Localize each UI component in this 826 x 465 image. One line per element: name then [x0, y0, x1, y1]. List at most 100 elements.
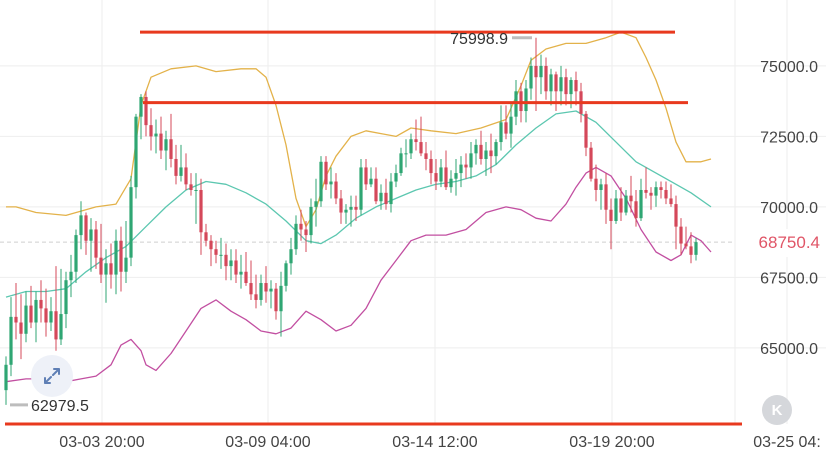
candle-down — [209, 235, 213, 267]
candle-body — [324, 161, 328, 185]
candle-down — [204, 223, 208, 247]
candle-body — [329, 181, 333, 185]
candle-body — [439, 167, 443, 182]
candle-body — [319, 161, 323, 202]
candle-up — [129, 175, 133, 267]
candle-body — [129, 187, 133, 258]
candle-body — [199, 189, 203, 233]
candle-body — [169, 139, 173, 159]
candle-body — [184, 167, 188, 185]
candle-down — [544, 57, 548, 100]
candle-up — [104, 249, 108, 303]
candle-up — [369, 167, 373, 188]
candle-body — [584, 113, 588, 148]
candle-body — [154, 133, 158, 137]
candle-up — [179, 144, 183, 182]
candle-up — [74, 229, 78, 284]
candle-down — [19, 294, 23, 360]
candle-body — [569, 80, 573, 95]
high-price-label: 75998.9 — [450, 31, 508, 48]
candle-body — [99, 257, 103, 275]
candle-up — [614, 189, 618, 224]
candle-body — [259, 283, 263, 300]
candle-up — [59, 268, 63, 346]
candle-body — [474, 144, 478, 154]
candle-body — [494, 142, 498, 157]
candles — [4, 37, 698, 405]
candle-body — [689, 246, 693, 255]
candle-body — [529, 65, 533, 89]
candle-down — [464, 153, 468, 179]
y-tick-label: 75000.0 — [760, 59, 818, 76]
candle-body — [24, 305, 28, 334]
current-price-label: 68750.4 — [736, 229, 826, 257]
drawn-lines — [5, 30, 742, 426]
candle-down — [199, 178, 203, 255]
candle-body — [299, 223, 303, 230]
candle-body — [509, 116, 513, 134]
expand-button[interactable] — [31, 355, 73, 397]
scroll-to-latest-button[interactable]: K — [762, 395, 792, 425]
candle-up — [389, 173, 393, 213]
candle-body — [14, 316, 18, 323]
candle-down — [684, 226, 688, 250]
candle-body — [599, 184, 603, 190]
candle-down — [649, 187, 653, 210]
candle-body — [479, 144, 483, 159]
candle-up — [34, 291, 38, 343]
candle-body — [244, 271, 248, 284]
candle-body — [539, 65, 543, 78]
candle-down — [534, 37, 538, 112]
candle-down — [184, 153, 188, 190]
candle-body — [449, 178, 453, 188]
candle-body — [694, 242, 698, 255]
candle-body — [309, 206, 313, 236]
candle-up — [539, 54, 543, 95]
candle-up — [409, 133, 413, 159]
candle-body — [279, 285, 283, 312]
candle-body — [289, 249, 293, 264]
candle-down — [374, 167, 378, 205]
candle-body — [164, 139, 168, 151]
candle-up — [194, 173, 198, 224]
candle-body — [684, 243, 688, 247]
candle-body — [44, 308, 48, 323]
candle-body — [399, 153, 403, 174]
candle-body — [614, 198, 618, 221]
x-tick-label: 03-19 20:00 — [569, 434, 655, 451]
candle-body — [609, 209, 613, 221]
candle-up — [499, 105, 503, 151]
candle-body — [189, 184, 193, 190]
candle-down — [214, 240, 218, 264]
candle-down — [419, 116, 423, 157]
candle-body — [434, 173, 438, 182]
candle-down — [689, 232, 693, 264]
candle-body — [314, 201, 318, 207]
candle-down — [324, 156, 328, 190]
candle-body — [344, 209, 348, 213]
candle-down — [254, 274, 258, 309]
candle-body — [334, 181, 338, 199]
candle-body — [664, 189, 668, 199]
candle-body — [264, 283, 268, 292]
bollinger-lower-line — [5, 166, 712, 383]
candle-up — [9, 297, 13, 377]
candle-down — [479, 130, 483, 165]
candle-down — [44, 288, 48, 337]
candle-body — [159, 133, 163, 151]
candle-up — [549, 68, 553, 106]
candle-body — [594, 178, 598, 190]
candle-body — [224, 254, 228, 267]
candle-down — [119, 226, 123, 292]
candle-up — [459, 156, 463, 188]
candle-up — [639, 178, 643, 221]
candle-body — [269, 288, 273, 292]
axis-labels: 75000.0 72500.0 70000.0 67500.0 65000.0 03-03… — [31, 31, 821, 451]
candle-down — [299, 209, 303, 241]
candle-body — [59, 314, 63, 340]
candle-body — [89, 229, 93, 241]
candle-down — [444, 150, 448, 190]
candle-up — [484, 142, 488, 176]
